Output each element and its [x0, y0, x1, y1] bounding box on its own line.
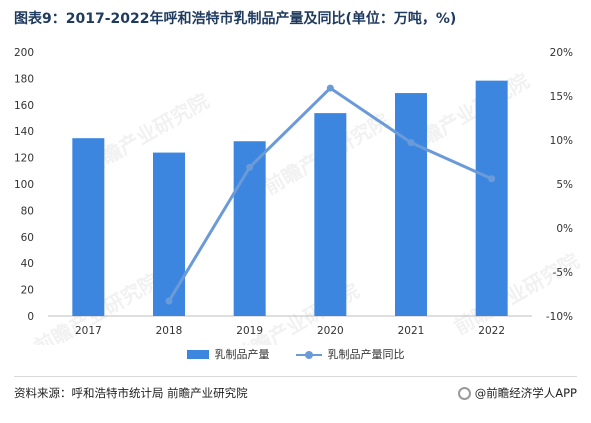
bars — [72, 80, 508, 316]
bar-2020[interactable] — [314, 113, 347, 316]
y-right-tick-label: 15% — [550, 91, 573, 103]
y-left-tick-label: 80 — [21, 205, 34, 217]
y-right-tick-label: 20% — [550, 47, 573, 59]
y-left-tick-label: 60 — [21, 232, 34, 244]
x-tick-label: 2017 — [75, 325, 102, 337]
y-left-tick-label: 120 — [14, 153, 34, 165]
x-tick-label: 2019 — [236, 325, 263, 337]
yoy-point-2019[interactable] — [246, 163, 254, 171]
y-right-tick-label: -10% — [546, 311, 573, 323]
legend: 乳制品产量 乳制品产量同比 — [0, 346, 591, 362]
brand-text: @前瞻经济学人APP — [474, 386, 577, 400]
y-left-tick-label: 140 — [14, 126, 34, 138]
axes: 0 20 40 60 80 100 120 140 160 180 200 -10% -5% 0% 5% 10… — [14, 47, 573, 337]
x-tick-label: 2022 — [478, 325, 505, 337]
y-left-tick-label: 20 — [21, 285, 34, 297]
yoy-point-2021[interactable] — [407, 139, 415, 147]
chart-title: 图表9：2017-2022年呼和浩特市乳制品产量及同比(单位：万吨，%) — [14, 11, 457, 27]
footer-divider — [14, 376, 577, 377]
x-tick-label: 2021 — [398, 325, 425, 337]
brand: @前瞻经济学人APP — [457, 385, 577, 401]
brand-logo-icon — [457, 386, 471, 400]
line-series — [165, 84, 496, 305]
yoy-point-2022[interactable] — [488, 175, 496, 183]
bar-2022[interactable] — [475, 80, 508, 316]
y-right-tick-label: 0% — [556, 223, 573, 235]
combo-chart: 前瞻产业研究院前瞻产业研究院前瞻产业研究院前瞻产业研究院前瞻产业研究院前瞻产业研… — [14, 47, 583, 345]
footer: 资料来源：呼和浩特市统计局 前瞻产业研究院 @前瞻经济学人APP — [14, 385, 577, 401]
bar-swatch — [186, 349, 209, 359]
watermark-text: 前瞻产业研究院 — [450, 249, 583, 340]
y-right-tick-label: 10% — [550, 135, 573, 147]
line-swatch — [295, 350, 322, 359]
yoy-point-2020[interactable] — [326, 84, 334, 92]
y-right-tick-label: -5% — [553, 267, 573, 279]
y-right-tick-label: 5% — [556, 179, 573, 191]
legend-label-production: 乳制品产量 — [214, 348, 270, 361]
bar-2017[interactable] — [72, 138, 105, 316]
bar-2018[interactable] — [153, 152, 185, 316]
legend-item-production[interactable]: 乳制品产量 — [186, 346, 270, 362]
x-tick-label: 2020 — [317, 325, 344, 337]
x-tick-label: 2018 — [156, 325, 183, 337]
yoy-point-2018[interactable] — [165, 297, 173, 305]
y-left-tick-label: 200 — [14, 47, 34, 59]
y-left-tick-label: 180 — [14, 73, 34, 85]
y-left-tick-label: 40 — [21, 258, 34, 270]
y-left-tick-label: 100 — [14, 179, 34, 191]
bar-2021[interactable] — [395, 93, 427, 316]
legend-item-yoy[interactable]: 乳制品产量同比 — [295, 346, 405, 362]
y-left-tick-label: 160 — [14, 100, 34, 112]
legend-label-yoy: 乳制品产量同比 — [327, 348, 405, 361]
source-text: 资料来源：呼和浩特市统计局 前瞻产业研究院 — [14, 386, 248, 400]
y-left-tick-label: 0 — [27, 311, 34, 323]
